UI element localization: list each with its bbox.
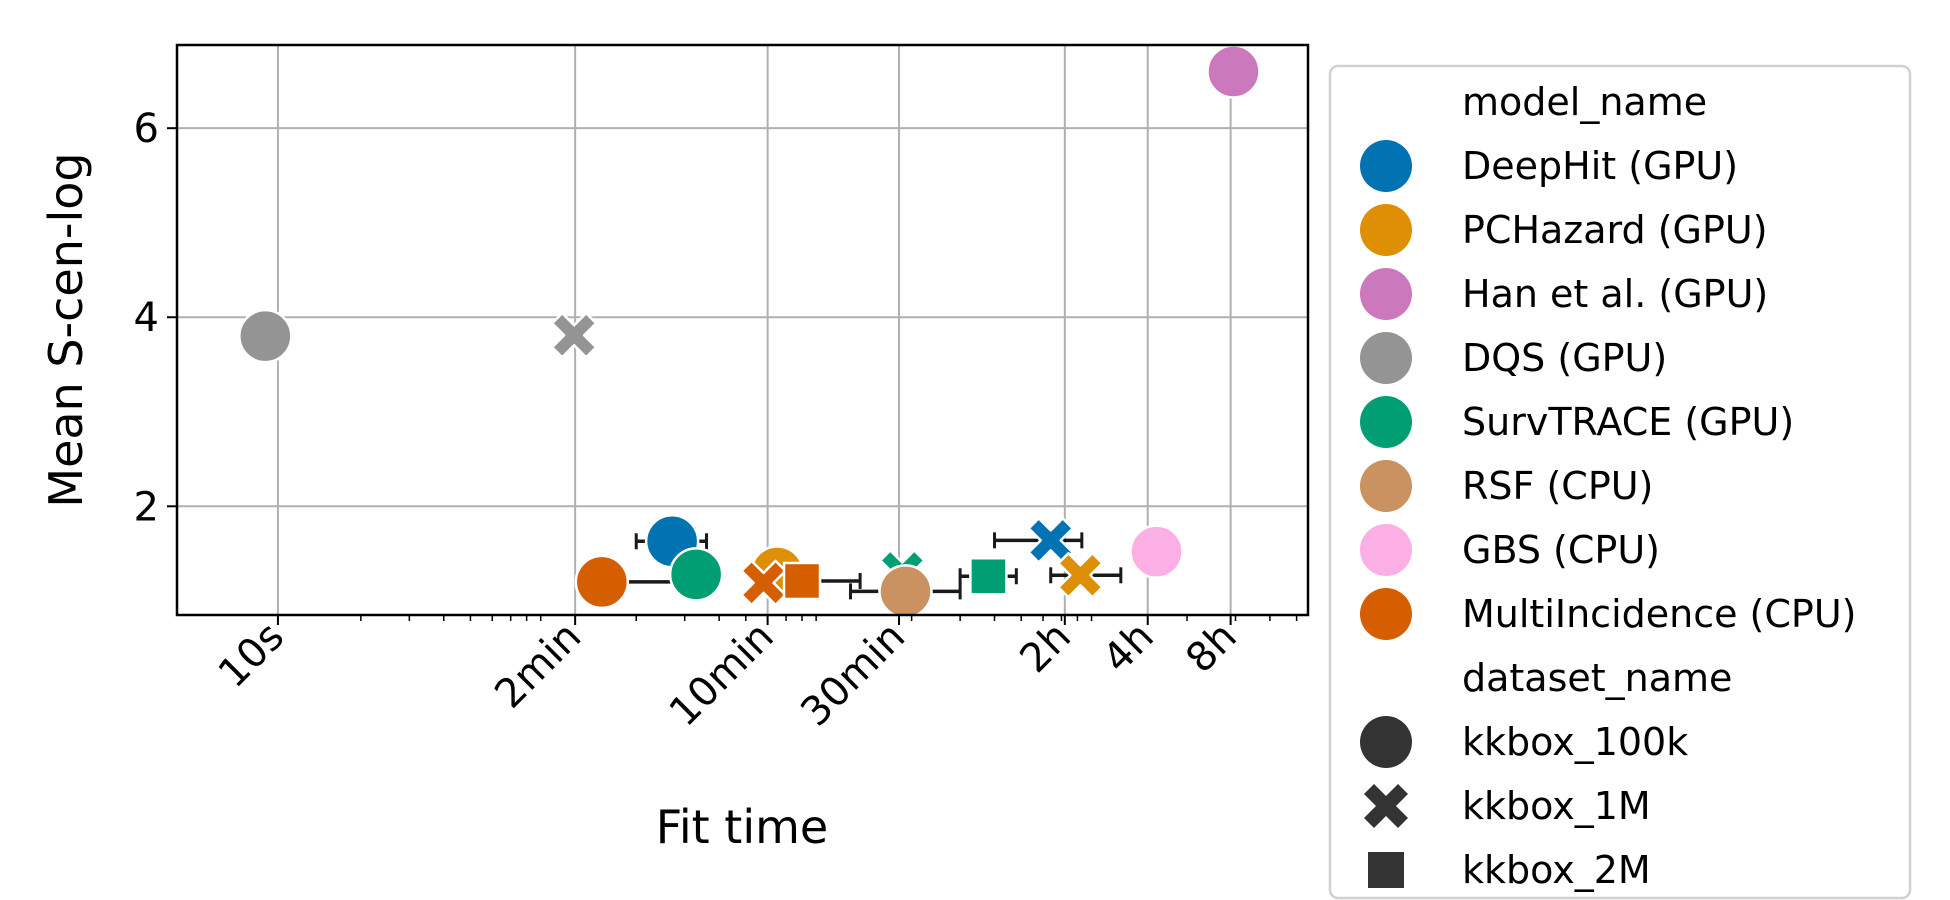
y-tick-label: 2 [134, 484, 159, 530]
legend-dataset-label: kkbox_1M [1462, 784, 1651, 828]
legend-frame [1328, 64, 1912, 900]
legend-marker [1360, 204, 1412, 256]
data-point [1206, 44, 1261, 99]
data-points [238, 44, 1261, 619]
data-point [1027, 517, 1074, 564]
legend-model-label: PCHazard (GPU) [1462, 208, 1768, 252]
legend: model_name DeepHit (GPU) PCHazard (GPU) Han… [1328, 64, 1912, 900]
legend-model-label: Han et al. (GPU) [1462, 272, 1768, 316]
legend-model-label: DeepHit (GPU) [1462, 144, 1738, 188]
legend-marker [1364, 784, 1408, 828]
data-point [238, 308, 293, 364]
data-point [878, 564, 933, 619]
data-point [574, 554, 630, 610]
legend-model-label: MultiIncidence (CPU) [1462, 592, 1856, 636]
legend-marker [1368, 852, 1404, 888]
data-point [668, 547, 724, 602]
data-point [1057, 552, 1104, 599]
data-point [969, 556, 1008, 596]
legend-style-title: dataset_name [1462, 656, 1732, 700]
legend-hue-title: model_name [1462, 80, 1707, 124]
x-axis-label: Fit time [656, 800, 828, 854]
legend-model-label: DQS (GPU) [1462, 336, 1667, 380]
legend-model-label: SurvTRACE (GPU) [1462, 400, 1794, 444]
y-axis-label: Mean S-cen-log [39, 152, 93, 507]
legend-marker [1360, 716, 1412, 768]
legend-dataset-label: kkbox_100k [1462, 720, 1688, 764]
plot-frame [175, 43, 1310, 617]
legend-marker [1360, 588, 1412, 640]
legend-marker [1360, 140, 1412, 192]
data-point [1129, 524, 1184, 579]
data-point [782, 561, 822, 601]
legend-model-label: RSF (CPU) [1462, 464, 1653, 508]
legend-marker [1360, 332, 1412, 384]
legend-marker [1360, 460, 1412, 512]
legend-marker [1360, 268, 1412, 320]
legend-marker [1360, 396, 1412, 448]
y-tick-label: 4 [134, 295, 159, 341]
y-tick-label: 6 [134, 106, 159, 152]
legend-marker [1360, 524, 1412, 576]
legend-dataset-label: kkbox_2M [1462, 848, 1651, 892]
legend-model-label: GBS (CPU) [1462, 528, 1660, 572]
y-axis-ticks: 2 4 6 [134, 106, 177, 530]
data-point [550, 311, 598, 359]
